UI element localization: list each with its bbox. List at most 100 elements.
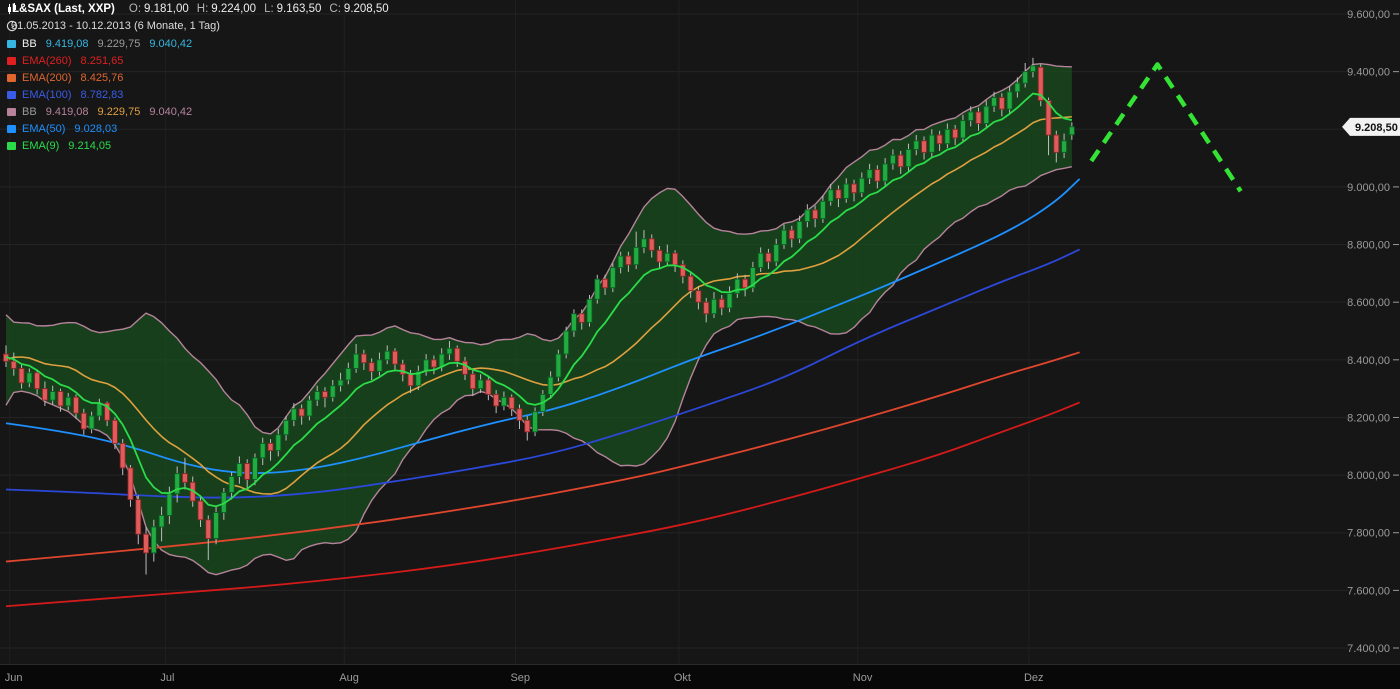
legend-color-chip [7, 56, 16, 65]
candle-body [493, 393, 500, 407]
candle-body [998, 97, 1005, 110]
ema50-line [5, 178, 1081, 474]
bollinger-lower-line [5, 166, 1073, 576]
legend-indicator-value: 9.028,03 [74, 122, 118, 135]
candle-body [88, 415, 95, 430]
candle-body [10, 360, 17, 369]
candle-body [73, 396, 79, 414]
ohlc-value: 9.163,50 [276, 3, 322, 15]
candle-body [96, 402, 103, 417]
candle-body [1030, 65, 1036, 73]
candle-body [936, 134, 943, 145]
y-axis-label: 9.000,00 [1347, 182, 1390, 194]
candle-body [991, 97, 998, 107]
bollinger-middle-line [5, 115, 1072, 495]
candle-body [345, 368, 352, 381]
candle-body [773, 244, 780, 263]
x-axis-month-label: Nov [853, 672, 873, 684]
x-axis-month-label: Dez [1024, 672, 1044, 684]
legend-row-bb[interactable]: BB 9.419,08 9.229,75 9.040,42 [7, 37, 192, 50]
candle-body [1061, 140, 1068, 153]
y-axis-label: 8.200,00 [1347, 412, 1390, 424]
y-axis-label: 8.800,00 [1347, 240, 1390, 252]
legend-row-ema9[interactable]: EMA(9) 9.214,05 [7, 139, 192, 152]
candle-body [158, 514, 165, 528]
candle-body [594, 278, 601, 300]
ohlc-value: 9.181,00 [144, 3, 189, 15]
candle-body [913, 140, 920, 150]
legend-color-chip [7, 141, 16, 150]
ohlc-label: C: [329, 3, 341, 15]
candle-body [524, 419, 531, 433]
candle-body [275, 434, 282, 452]
candle-body [26, 372, 33, 384]
legend-indicator-value: 9.214,05 [68, 139, 112, 152]
candle-body [889, 154, 896, 165]
y-axis-label: 8.000,00 [1347, 470, 1390, 482]
legend-indicator-name: EMA(260) [22, 54, 72, 67]
candle-body [570, 313, 577, 332]
candle-body [602, 278, 609, 289]
candle-body [703, 301, 710, 315]
y-axis-label: 8.400,00 [1347, 355, 1390, 367]
candle-body [283, 419, 290, 436]
candle-body [322, 391, 328, 398]
legend-color-chip [7, 73, 16, 82]
legend-row-ema200[interactable]: EMA(200) 8.425,76 [7, 71, 192, 84]
candle-body [843, 183, 850, 199]
candle-body [586, 298, 593, 323]
x-axis-month-label: Jun [5, 672, 23, 684]
legend-color-chip [7, 107, 16, 116]
candle-body [547, 376, 554, 395]
candle-body [1014, 82, 1021, 93]
candle-body [882, 163, 889, 182]
candle-body [18, 368, 25, 384]
y-axis-label: 9.400,00 [1347, 67, 1390, 79]
legend-row-bb[interactable]: BB 9.419,08 9.229,75 9.040,42 [7, 105, 192, 118]
date-range-row: 31.05.2013 - 10.12.2013 (6 Monate, 1 Tag… [6, 20, 220, 32]
ema100-line [5, 248, 1081, 499]
candle-body [664, 252, 671, 263]
candle-body [213, 512, 220, 539]
candle-body [851, 183, 857, 194]
candle-body [827, 189, 834, 202]
candle-body [306, 399, 313, 417]
candle-body [462, 360, 468, 375]
legend-row-ema50[interactable]: EMA(50) 9.028,03 [7, 122, 192, 135]
candle-body [1037, 66, 1044, 101]
candle-body [858, 177, 865, 194]
ema9-line [5, 92, 1073, 508]
legend-indicator-name: EMA(50) [22, 122, 66, 135]
candle-body [399, 363, 406, 375]
y-axis-label: 7.600,00 [1347, 585, 1390, 597]
candle-body [477, 379, 484, 390]
candle-body [368, 362, 375, 372]
trend-annotation[interactable] [1089, 62, 1243, 193]
candle-body [718, 298, 725, 309]
candle-body [897, 154, 904, 168]
candle-body [796, 221, 803, 240]
candle-body [726, 293, 733, 309]
x-axis-month-label: Sep [510, 672, 530, 684]
candle-body [197, 500, 204, 521]
legend-row-ema100[interactable]: EMA(100) 8.782,83 [7, 88, 192, 101]
legend-indicator-value: 9.040,42 [149, 105, 193, 118]
candle-body [874, 169, 881, 182]
candle-body [376, 359, 383, 372]
candle-body [532, 411, 538, 433]
candle-body [757, 252, 764, 269]
candle-body [384, 350, 391, 361]
y-axis-label: 9.600,00 [1347, 9, 1390, 21]
candle-body [633, 246, 640, 266]
legend-indicator-name: BB [22, 105, 37, 118]
x-axis-strip [0, 664, 1400, 689]
candle-body [508, 396, 515, 410]
candle-body [952, 128, 959, 139]
candle-body [392, 350, 398, 365]
candle-body [104, 402, 111, 421]
legend-indicator-value: 8.251,65 [80, 54, 124, 67]
candle-body [967, 111, 974, 122]
candle-body [111, 419, 118, 444]
legend-row-ema260[interactable]: EMA(260) 8.251,65 [7, 54, 192, 67]
